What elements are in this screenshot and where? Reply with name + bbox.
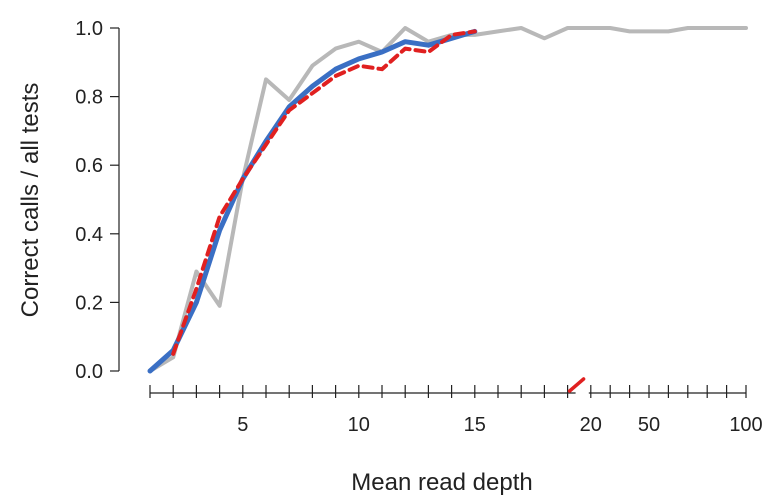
y-tick-label: 0.4	[75, 224, 103, 246]
x-axis-title: Mean read depth	[351, 469, 532, 496]
y-tick-label: 0.0	[75, 361, 103, 383]
y-tick-label: 1.0	[75, 18, 103, 40]
x-axis: 5 10 15 20 50 100	[149, 377, 763, 436]
x-tick-label: 50	[638, 414, 660, 436]
series-line-1	[147, 28, 478, 374]
x-tick-label: 100	[729, 414, 762, 436]
y-tick-label: 0.6	[75, 155, 103, 177]
y-axis-title: Correct calls / all tests	[17, 83, 44, 318]
series-line-2	[171, 29, 477, 356]
x-tick-label: 10	[348, 414, 370, 436]
y-tick-label: 0.2	[75, 292, 103, 314]
axis-break-mark	[567, 377, 586, 393]
x-tick-label: 15	[464, 414, 486, 436]
series-layer	[147, 26, 748, 374]
x-tick-label: 20	[580, 414, 602, 436]
y-axis: 0.0 0.2 0.4 0.6 0.8 1.0	[75, 18, 120, 383]
series-line-0	[148, 26, 748, 373]
x-tick-label: 5	[237, 414, 248, 436]
y-tick-label: 0.8	[75, 87, 103, 109]
